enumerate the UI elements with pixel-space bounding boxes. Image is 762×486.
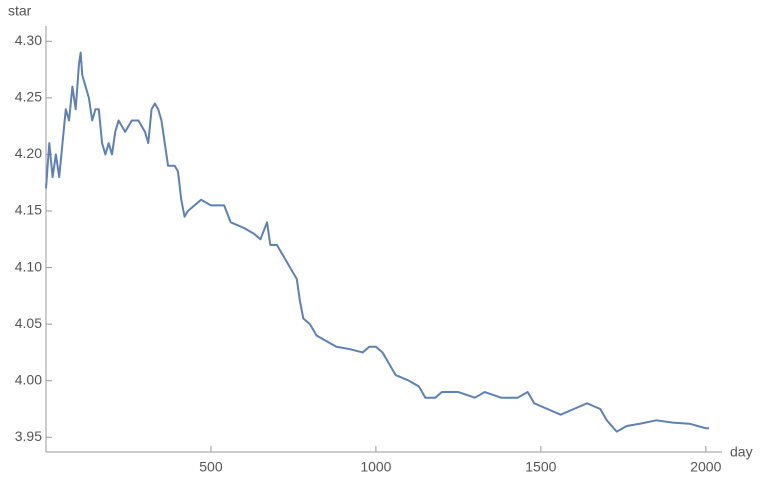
x-tick-label: 2000 — [690, 459, 721, 475]
x-tick-label: 1500 — [525, 459, 556, 475]
x-tick-label: 500 — [199, 459, 223, 475]
y-tick-label: 4.00 — [15, 371, 42, 387]
y-tick-label: 4.25 — [15, 89, 42, 105]
y-tick-label: 4.30 — [15, 32, 42, 48]
y-axis-label: star — [8, 3, 32, 19]
data-line — [45, 51, 710, 433]
x-axis-label: day — [730, 444, 753, 460]
y-tick-label: 4.10 — [15, 258, 42, 274]
x-tick-label: 1000 — [360, 459, 391, 475]
y-tick-label: 3.95 — [15, 428, 42, 444]
y-tick-label: 4.05 — [15, 315, 42, 331]
y-tick-label: 4.15 — [15, 202, 42, 218]
y-tick-label: 4.20 — [15, 145, 42, 161]
